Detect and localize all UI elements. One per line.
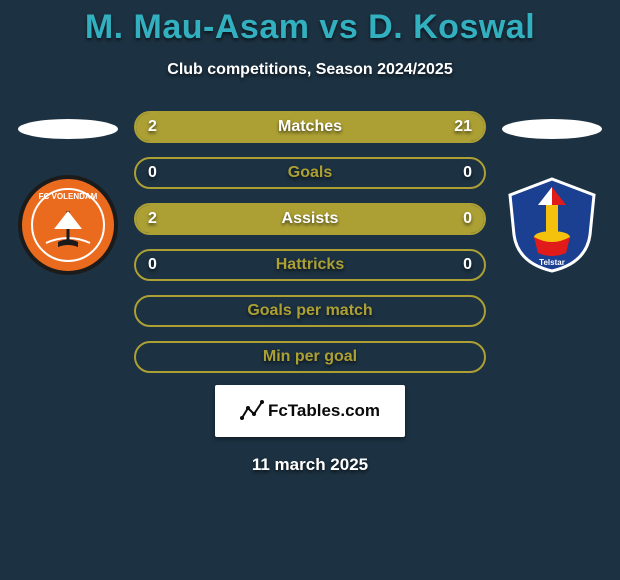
comparison-body: FC VOLENDAM 221Matches 00Goals 20Assists 00… (0, 111, 620, 373)
stat-bar: Goals per match (134, 295, 486, 327)
stat-label: Hattricks (136, 251, 484, 279)
stat-bars: 221Matches 00Goals 20Assists 00Hattricks Goa… (134, 111, 486, 373)
date-label: 11 march 2025 (0, 455, 620, 475)
stat-bar: 221Matches (134, 111, 486, 143)
stat-label: Assists (136, 205, 484, 233)
shadow-ellipse-right (500, 117, 604, 141)
fctables-chart-icon (240, 398, 266, 424)
fctables-text: FcTables.com (268, 401, 380, 421)
stat-label: Matches (136, 113, 484, 141)
subtitle: Club competitions, Season 2024/2025 (0, 61, 620, 79)
page-title: M. Mau-Asam vs D. Koswal (0, 8, 620, 47)
shadow-ellipse-left (16, 117, 120, 141)
stat-label: Min per goal (136, 343, 484, 371)
svg-text:FC VOLENDAM: FC VOLENDAM (39, 192, 98, 201)
player-right-column: Telstar (492, 111, 612, 275)
club-badge-right: Telstar (502, 175, 602, 275)
club-badge-left: FC VOLENDAM (18, 175, 118, 275)
fctables-logo: FcTables.com (215, 385, 405, 437)
player-left-column: FC VOLENDAM (8, 111, 128, 275)
comparison-card: M. Mau-Asam vs D. Koswal Club competitio… (0, 0, 620, 580)
stat-bar: 00Hattricks (134, 249, 486, 281)
stat-bar: 20Assists (134, 203, 486, 235)
stat-label: Goals (136, 159, 484, 187)
stat-bar: Min per goal (134, 341, 486, 373)
stat-label: Goals per match (136, 297, 484, 325)
stat-bar: 00Goals (134, 157, 486, 189)
svg-text:Telstar: Telstar (539, 258, 565, 267)
